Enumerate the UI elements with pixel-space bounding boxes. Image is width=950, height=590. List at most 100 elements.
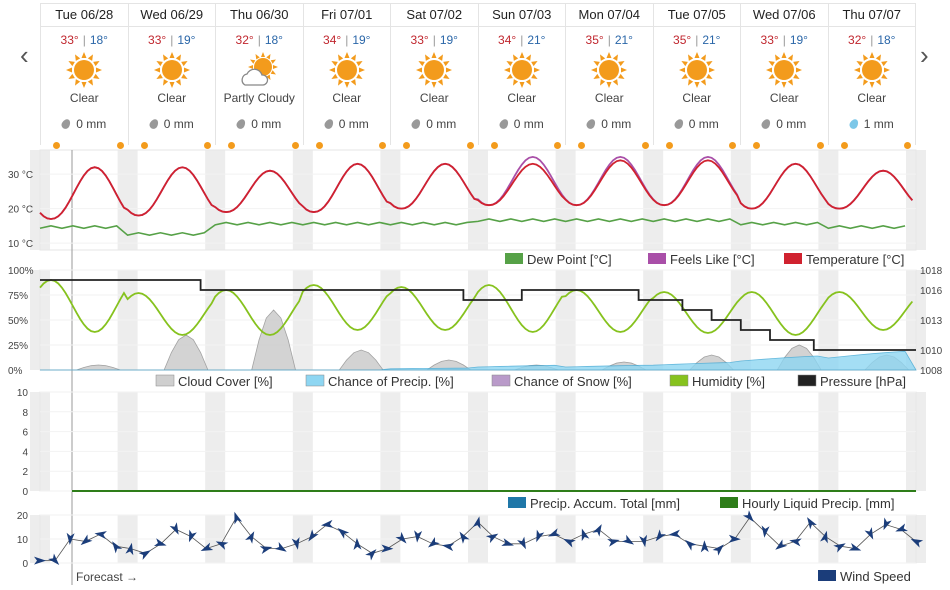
day-card[interactable]: Wed 06/29 33° | 19° Clear 0 mm bbox=[127, 3, 216, 149]
raindrop-icon bbox=[322, 117, 335, 131]
condition-label: Partly Cloudy bbox=[223, 91, 295, 105]
condition-label: Clear bbox=[857, 91, 887, 105]
low-temp: 19° bbox=[352, 33, 371, 47]
wind-arrow-icon bbox=[112, 541, 123, 554]
sunset-icon bbox=[204, 142, 211, 149]
wind-arrow-icon bbox=[245, 531, 255, 544]
low-temp: 21° bbox=[527, 33, 546, 47]
wind-arrow-icon bbox=[501, 538, 514, 546]
wind-arrow-icon bbox=[820, 530, 828, 544]
night-band bbox=[818, 270, 839, 370]
humidity-tick-label: 25% bbox=[8, 341, 28, 352]
raindrop-icon bbox=[60, 117, 73, 131]
temp-tick-label: 30 °C bbox=[8, 170, 33, 181]
night-band bbox=[468, 392, 488, 491]
night-band bbox=[468, 270, 488, 370]
condition-label: Clear bbox=[594, 91, 624, 105]
legend-swatch bbox=[648, 253, 666, 264]
wind-arrow-icon bbox=[188, 529, 197, 543]
wind-arrow-icon bbox=[864, 527, 874, 540]
precip-amount: 0 mm bbox=[304, 117, 391, 131]
wind-arrow-icon bbox=[395, 531, 407, 544]
wind-arrow-icon bbox=[655, 529, 667, 542]
day-card[interactable]: Tue 06/28 33° | 18° Clear 0 mm bbox=[40, 3, 128, 149]
legend-label: Humidity [%] bbox=[692, 374, 765, 389]
condition-label: Clear bbox=[682, 91, 712, 105]
high-temp: 34° bbox=[323, 33, 342, 47]
day-card[interactable]: Sun 07/03 34° | 21° Clear 0 mm bbox=[477, 3, 565, 149]
day-card[interactable]: Tue 07/05 35° | 21° Clear 0 mm bbox=[652, 3, 740, 149]
nav-next-button[interactable]: › bbox=[920, 40, 929, 70]
precip-tick-label: 4 bbox=[22, 447, 28, 458]
precip-amount: 0 mm bbox=[129, 117, 216, 131]
wind-arrow-icon bbox=[517, 536, 526, 550]
wind-arrow-icon bbox=[848, 542, 862, 551]
day-card[interactable]: Thu 06/30 32° | 18° Partly Cloudy 0 mm bbox=[215, 3, 303, 149]
night-band bbox=[730, 270, 751, 370]
wind-arrow-icon bbox=[607, 538, 620, 547]
night-band bbox=[30, 150, 50, 250]
panel-frame bbox=[39, 391, 917, 492]
cloud-cover-area bbox=[40, 309, 916, 371]
high-temp: 32° bbox=[235, 33, 254, 47]
night-band bbox=[292, 150, 313, 250]
wind-tick-label: 10 bbox=[17, 535, 29, 546]
low-temp: 19° bbox=[789, 33, 808, 47]
wind-arrow-icon bbox=[66, 532, 75, 545]
wind-arrow-icon bbox=[274, 542, 287, 552]
nav-prev-button[interactable]: ‹ bbox=[20, 40, 29, 70]
precip-amount: 0 mm bbox=[41, 117, 128, 131]
night-band bbox=[906, 515, 926, 563]
precip-tick-label: 6 bbox=[22, 428, 28, 439]
high-temp: 33° bbox=[60, 33, 79, 47]
wind-arrow-icon bbox=[34, 556, 46, 565]
day-card[interactable]: Fri 07/01 34° | 19° Clear 0 mm bbox=[302, 3, 391, 149]
pressure-tick-label: 1010 bbox=[920, 346, 943, 357]
wind-arrow-icon bbox=[684, 539, 697, 551]
feels-like-line bbox=[39, 155, 914, 220]
high-temp: 35° bbox=[585, 33, 604, 47]
day-date: Tue 07/05 bbox=[653, 4, 740, 27]
wind-arrow-icon bbox=[592, 524, 602, 537]
precip-amount: 0 mm bbox=[391, 117, 478, 131]
high-temp: 32° bbox=[848, 33, 867, 47]
wind-arrow-icon bbox=[639, 534, 648, 548]
wind-arrow-icon bbox=[895, 523, 908, 532]
night-band bbox=[906, 150, 926, 250]
day-card[interactable]: Mon 07/04 35° | 21° Clear 0 mm bbox=[565, 3, 653, 149]
sun-icon bbox=[741, 51, 828, 89]
forecast-label: Forecast → bbox=[76, 570, 138, 584]
wind-arrow-icon bbox=[742, 510, 754, 522]
night-band bbox=[380, 515, 401, 563]
sunrise-icon bbox=[53, 142, 60, 149]
sun-icon bbox=[41, 51, 128, 89]
legend-swatch bbox=[155, 374, 175, 387]
wind-arrow-icon bbox=[459, 531, 470, 544]
legend-swatch bbox=[505, 253, 523, 264]
day-temps: 34° | 19° bbox=[323, 33, 371, 47]
legend-label: Cloud Cover [%] bbox=[178, 374, 273, 389]
sunrise-icon bbox=[315, 142, 323, 149]
wind-arrow-icon bbox=[789, 538, 802, 547]
day-card[interactable]: Sat 07/02 33° | 19° Clear 0 mm bbox=[390, 3, 478, 149]
night-band bbox=[30, 270, 50, 370]
night-band bbox=[730, 515, 751, 563]
low-temp: 18° bbox=[264, 33, 283, 47]
legend-swatch bbox=[305, 374, 325, 387]
legend-label: Dew Point [°C] bbox=[527, 252, 612, 267]
day-date: Mon 07/04 bbox=[566, 4, 653, 27]
condition-label: Clear bbox=[332, 91, 362, 105]
raindrop-icon bbox=[410, 117, 423, 131]
partly-cloudy-icon bbox=[216, 51, 303, 89]
wind-arrow-icon bbox=[547, 528, 561, 537]
wind-arrow-icon bbox=[153, 538, 167, 546]
day-card[interactable]: Thu 07/07 32° | 18° Clear 1 mm bbox=[827, 3, 916, 149]
day-card[interactable]: Wed 07/06 33° | 19° Clear 0 mm bbox=[740, 3, 828, 149]
wind-arrow-icon bbox=[48, 553, 60, 565]
sunrise-icon bbox=[753, 142, 760, 149]
night-band bbox=[468, 515, 488, 563]
wind-arrow-icon bbox=[775, 539, 788, 550]
temperature-line bbox=[39, 159, 914, 220]
precip-amount: 1 mm bbox=[829, 117, 916, 131]
sun-icon bbox=[829, 51, 916, 89]
